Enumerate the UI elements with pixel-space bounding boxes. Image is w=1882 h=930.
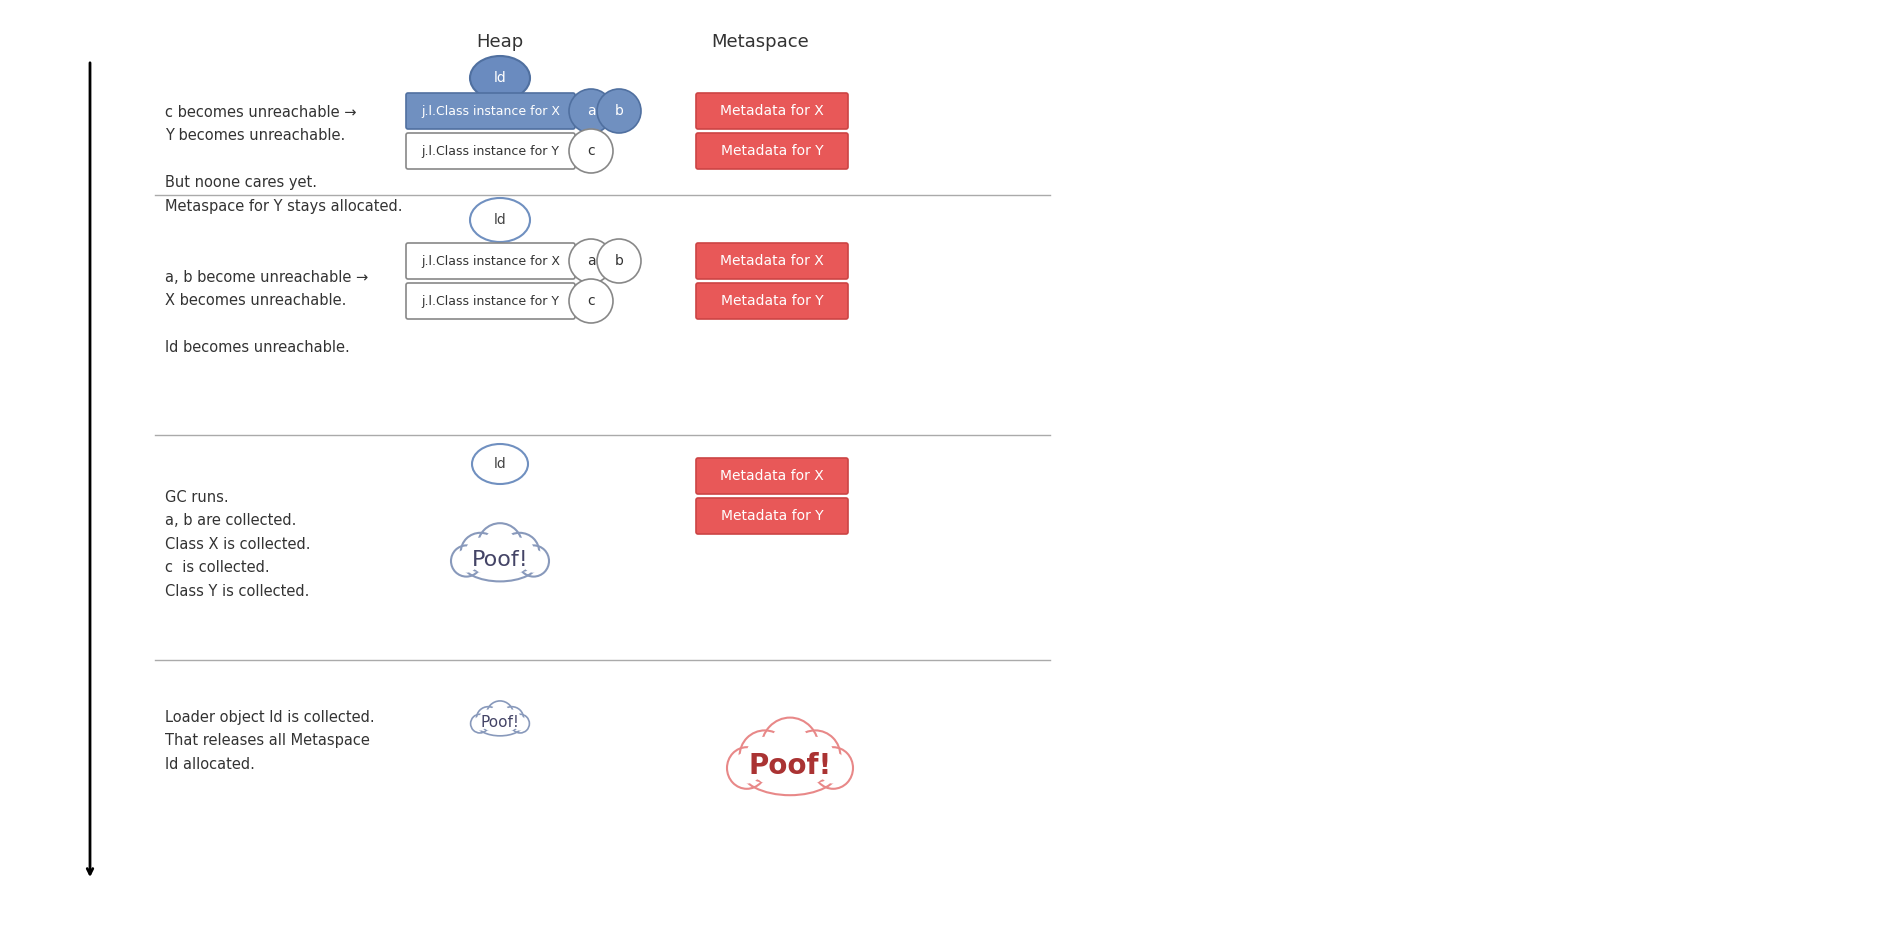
Text: b: b <box>615 254 623 268</box>
FancyBboxPatch shape <box>407 243 576 279</box>
Ellipse shape <box>465 538 495 566</box>
Text: Loader object ld is collected.
That releases all Metaspace
ld allocated.: Loader object ld is collected. That rele… <box>166 710 375 772</box>
Ellipse shape <box>482 716 518 733</box>
Text: c becomes unreachable →
Y becomes unreachable.

But noone cares yet.
Metaspace f: c becomes unreachable → Y becomes unreac… <box>166 105 403 214</box>
FancyBboxPatch shape <box>696 458 849 494</box>
FancyBboxPatch shape <box>696 93 849 129</box>
Text: a: a <box>587 104 595 118</box>
Ellipse shape <box>501 707 523 730</box>
Ellipse shape <box>472 444 529 484</box>
FancyBboxPatch shape <box>696 498 849 534</box>
Ellipse shape <box>502 710 521 727</box>
Text: c: c <box>587 294 595 308</box>
Ellipse shape <box>518 545 550 577</box>
Ellipse shape <box>470 714 489 733</box>
Text: b: b <box>615 104 623 118</box>
Text: ld: ld <box>493 71 506 85</box>
Text: Poof!: Poof! <box>749 752 832 780</box>
Ellipse shape <box>796 737 834 776</box>
Text: Metaspace: Metaspace <box>711 33 809 51</box>
Ellipse shape <box>484 529 518 563</box>
Ellipse shape <box>740 730 790 781</box>
FancyBboxPatch shape <box>696 133 849 169</box>
Ellipse shape <box>487 701 514 728</box>
Ellipse shape <box>790 730 841 781</box>
Ellipse shape <box>501 533 540 571</box>
Text: Poof!: Poof! <box>472 550 529 570</box>
Ellipse shape <box>478 524 523 569</box>
FancyBboxPatch shape <box>407 93 576 129</box>
Ellipse shape <box>476 707 501 730</box>
Text: Metadata for X: Metadata for X <box>721 104 824 118</box>
Ellipse shape <box>597 89 642 133</box>
Ellipse shape <box>568 129 614 173</box>
Text: Metadata for X: Metadata for X <box>721 254 824 268</box>
Text: Metadata for Y: Metadata for Y <box>721 294 822 308</box>
Ellipse shape <box>470 548 529 577</box>
Ellipse shape <box>504 538 534 566</box>
Text: Metadata for Y: Metadata for Y <box>721 509 822 523</box>
Ellipse shape <box>813 747 853 789</box>
FancyBboxPatch shape <box>407 283 576 319</box>
Ellipse shape <box>470 56 531 100</box>
FancyBboxPatch shape <box>407 133 576 169</box>
Ellipse shape <box>510 714 529 733</box>
FancyBboxPatch shape <box>696 283 849 319</box>
Text: ld: ld <box>493 457 506 471</box>
Text: ld: ld <box>493 213 506 227</box>
Text: Metadata for Y: Metadata for Y <box>721 144 822 158</box>
Text: a, b become unreachable →
X becomes unreachable.

ld becomes unreachable.: a, b become unreachable → X becomes unre… <box>166 270 369 355</box>
Ellipse shape <box>461 533 501 571</box>
Text: c: c <box>587 144 595 158</box>
Text: a: a <box>587 254 595 268</box>
FancyBboxPatch shape <box>696 243 849 279</box>
Ellipse shape <box>489 704 510 724</box>
Ellipse shape <box>740 744 839 795</box>
Ellipse shape <box>753 751 826 789</box>
Text: j.l.Class instance for X: j.l.Class instance for X <box>422 104 561 117</box>
Ellipse shape <box>732 752 762 784</box>
Ellipse shape <box>760 718 819 778</box>
Text: Poof!: Poof! <box>480 715 519 730</box>
Ellipse shape <box>819 752 849 784</box>
Ellipse shape <box>472 717 487 731</box>
Text: j.l.Class instance for X: j.l.Class instance for X <box>422 255 561 268</box>
Ellipse shape <box>568 239 614 283</box>
Ellipse shape <box>745 737 783 776</box>
Ellipse shape <box>461 543 538 581</box>
Text: GC runs.
a, b are collected.
Class X is collected.
c  is collected.
Class Y is c: GC runs. a, b are collected. Class X is … <box>166 490 311 599</box>
Ellipse shape <box>568 89 614 133</box>
Ellipse shape <box>452 545 482 577</box>
Text: Metadata for X: Metadata for X <box>721 469 824 483</box>
Ellipse shape <box>470 198 531 242</box>
Text: Heap: Heap <box>476 33 523 51</box>
Ellipse shape <box>455 550 478 573</box>
Ellipse shape <box>597 239 642 283</box>
Text: j.l.Class instance for Y: j.l.Class instance for Y <box>422 295 559 308</box>
Ellipse shape <box>476 712 523 736</box>
Ellipse shape <box>514 717 527 731</box>
Ellipse shape <box>768 725 811 771</box>
Ellipse shape <box>726 747 766 789</box>
Text: j.l.Class instance for Y: j.l.Class instance for Y <box>422 144 559 157</box>
Ellipse shape <box>568 279 614 323</box>
Ellipse shape <box>480 710 497 727</box>
Ellipse shape <box>521 550 546 573</box>
